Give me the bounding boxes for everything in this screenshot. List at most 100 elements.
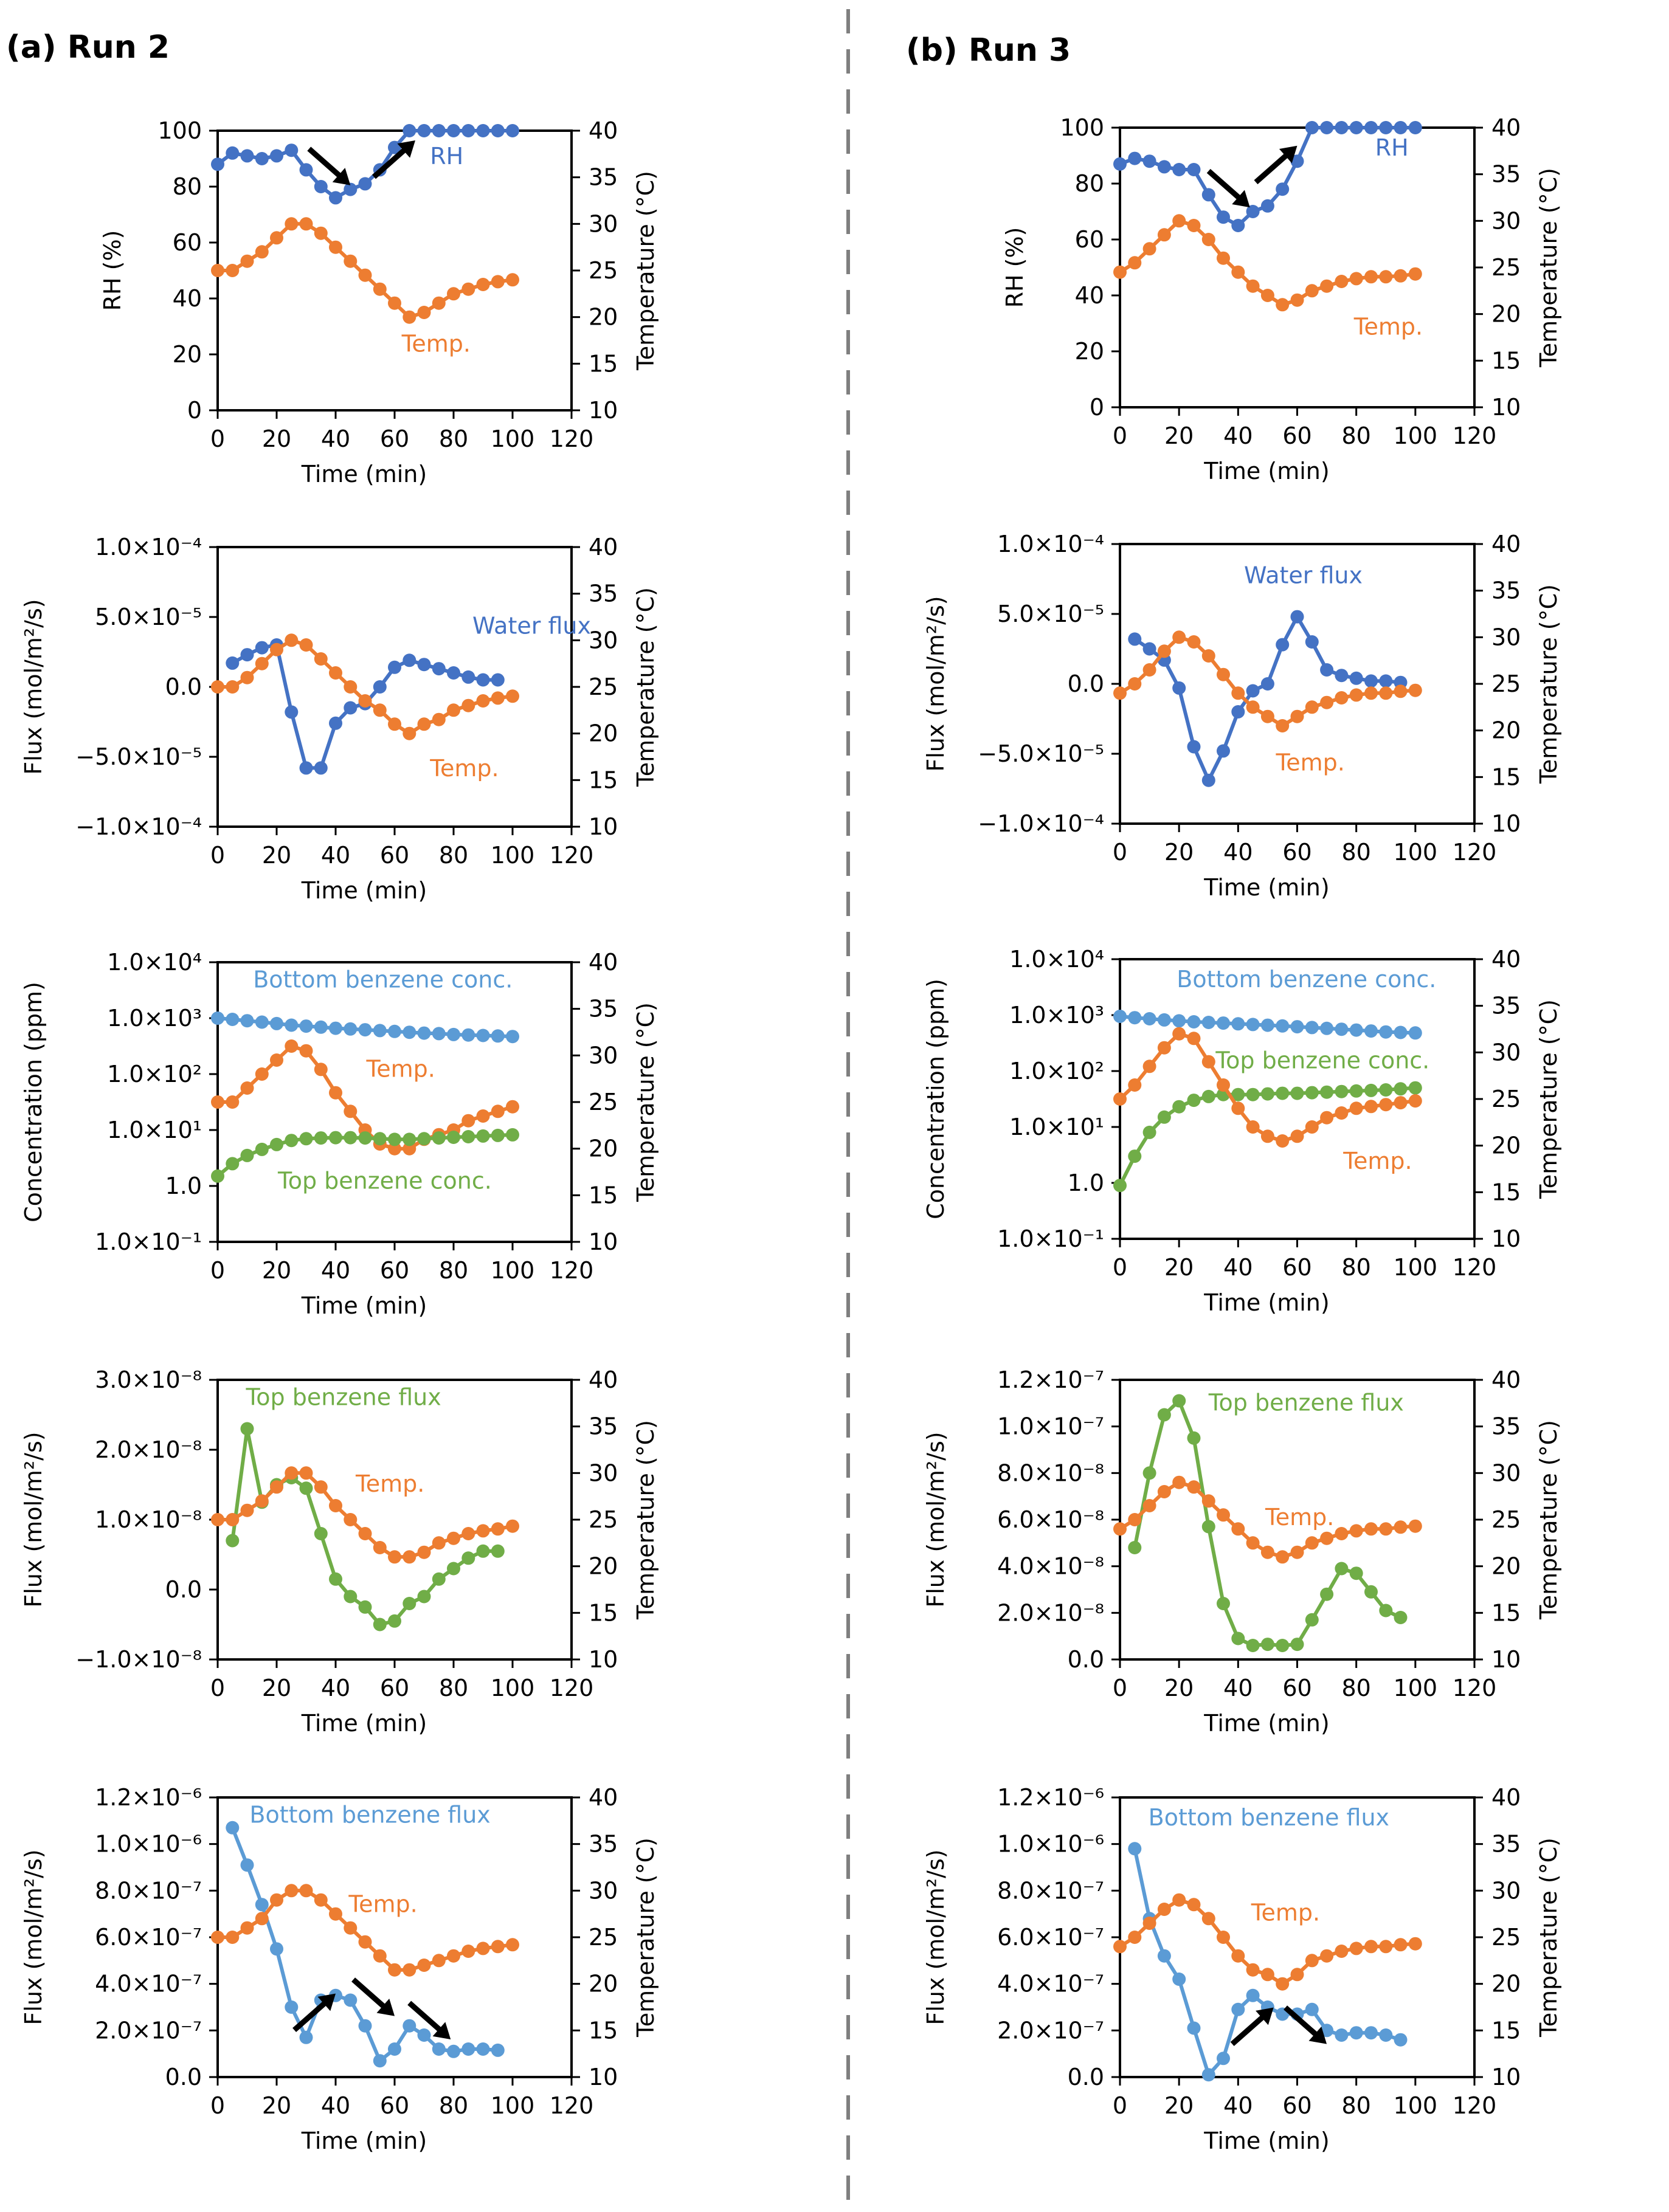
y2-tick-label: 30 — [589, 1877, 618, 1904]
y-tick-label: 1.0×10⁻⁸ — [95, 1506, 202, 1533]
data-point — [461, 1945, 475, 1958]
y2-tick-label: 10 — [589, 2064, 618, 2090]
y2-tick-label: 25 — [1491, 1924, 1521, 1951]
data-point — [1379, 121, 1393, 134]
y2-tick-label: 35 — [1491, 1413, 1521, 1440]
data-point — [417, 1590, 431, 1604]
data-point — [1408, 683, 1422, 697]
y-tick-label: 1.0×10³ — [107, 1005, 202, 1032]
data-point — [1217, 1016, 1230, 1030]
data-point — [299, 1466, 313, 1480]
data-point — [506, 1519, 519, 1533]
x-tick-label: 0 — [210, 2092, 225, 2119]
data-point — [506, 1128, 519, 1142]
data-point — [1394, 2033, 1408, 2047]
y-tick-label: 2.0×10⁻⁷ — [997, 2017, 1104, 2044]
data-point — [226, 1095, 240, 1109]
x-tick-label: 40 — [321, 426, 350, 452]
data-point — [1231, 1522, 1245, 1536]
data-point — [1201, 2068, 1215, 2082]
data-point — [476, 1129, 490, 1143]
y-axis-label: Flux (mol/m²/s) — [922, 1849, 949, 2025]
y2-tick-label: 10 — [589, 1228, 618, 1255]
x-tick-label: 60 — [380, 842, 409, 869]
data-point — [476, 1942, 490, 1955]
data-point — [1113, 1010, 1127, 1023]
x-tick-label: 80 — [1341, 1675, 1370, 1701]
y-tick-label: 20 — [173, 341, 202, 368]
data-point — [1113, 1179, 1127, 1193]
data-point — [344, 1590, 358, 1604]
data-point — [1276, 638, 1290, 652]
data-point — [1364, 686, 1378, 700]
series-label: Water flux — [472, 613, 591, 639]
data-point — [314, 180, 328, 193]
data-point — [299, 217, 313, 231]
data-point — [1157, 1110, 1171, 1124]
data-point — [1260, 709, 1274, 723]
data-point — [1201, 1912, 1215, 1926]
data-point — [285, 1018, 299, 1032]
chart-a2: 0 20 40 60 80 100 120 Time (min) −1.0×10⁻⁴ −5.0×1… — [20, 534, 659, 904]
data-point — [240, 1148, 254, 1162]
y2-tick-label: 35 — [1491, 161, 1521, 188]
data-point — [314, 761, 328, 775]
data-point — [476, 1544, 490, 1558]
x-tick-label: 60 — [380, 2092, 409, 2119]
y2-axis-label: Temperature (°C) — [1535, 1420, 1562, 1620]
y2-tick-label: 20 — [1491, 717, 1521, 744]
y-tick-label: 0 — [1090, 394, 1104, 421]
y2-axis-label: Temperature (°C) — [1535, 168, 1562, 368]
data-point — [1246, 1120, 1260, 1134]
data-point — [314, 652, 328, 666]
x-tick-label: 100 — [491, 426, 535, 452]
y-tick-label: 5.0×10⁻⁵ — [997, 601, 1104, 627]
y2-tick-label: 15 — [1491, 763, 1521, 790]
data-point — [226, 1157, 240, 1171]
y-tick-label: 6.0×10⁻⁷ — [997, 1924, 1104, 1951]
data-point — [461, 1527, 475, 1540]
y-axis-label: Flux (mol/m²/s) — [922, 596, 949, 771]
data-point — [226, 1513, 240, 1526]
data-point — [1394, 684, 1408, 698]
data-point — [1320, 1111, 1334, 1125]
series-label: Temp. — [1353, 313, 1423, 340]
x-tick-label: 60 — [1282, 839, 1311, 866]
data-point — [432, 124, 446, 137]
data-point — [240, 1422, 254, 1436]
data-point — [1201, 1520, 1215, 1534]
arrow-icon — [292, 1993, 336, 2033]
data-point — [285, 1134, 299, 1148]
x-tick-label: 120 — [1453, 839, 1497, 866]
data-point — [1290, 610, 1304, 624]
y2-tick-label: 35 — [1491, 577, 1521, 604]
y-tick-label: 1.0×10⁻⁶ — [95, 1831, 202, 1858]
y2-tick-label: 30 — [589, 1459, 618, 1486]
data-point — [373, 703, 387, 717]
data-point — [1320, 279, 1334, 293]
y2-tick-label: 40 — [1491, 1784, 1521, 1811]
y-tick-label: 1.0×10⁻¹ — [95, 1228, 202, 1255]
x-tick-label: 120 — [550, 2092, 594, 2119]
data-point — [1172, 163, 1186, 176]
data-point — [1217, 1078, 1230, 1092]
x-tick-label: 0 — [1113, 1254, 1127, 1281]
data-point — [1335, 669, 1349, 683]
y-tick-label: −5.0×10⁻⁵ — [978, 740, 1104, 767]
data-point — [1231, 1087, 1245, 1101]
data-point — [432, 2042, 446, 2056]
x-tick-label: 100 — [491, 1675, 535, 1701]
data-point — [1172, 681, 1186, 695]
data-point — [1276, 719, 1290, 732]
data-point — [417, 1959, 431, 1972]
x-tick-label: 120 — [550, 1257, 594, 1284]
y-tick-label: 0.0 — [1068, 1646, 1104, 1673]
data-point — [1276, 1977, 1290, 1991]
data-point — [1113, 1092, 1127, 1106]
y2-tick-label: 15 — [589, 1182, 618, 1208]
data-point — [1394, 1938, 1408, 1952]
y2-tick-label: 25 — [589, 257, 618, 284]
data-point — [270, 1016, 283, 1030]
data-point — [240, 1921, 254, 1935]
data-point — [1290, 1086, 1304, 1100]
